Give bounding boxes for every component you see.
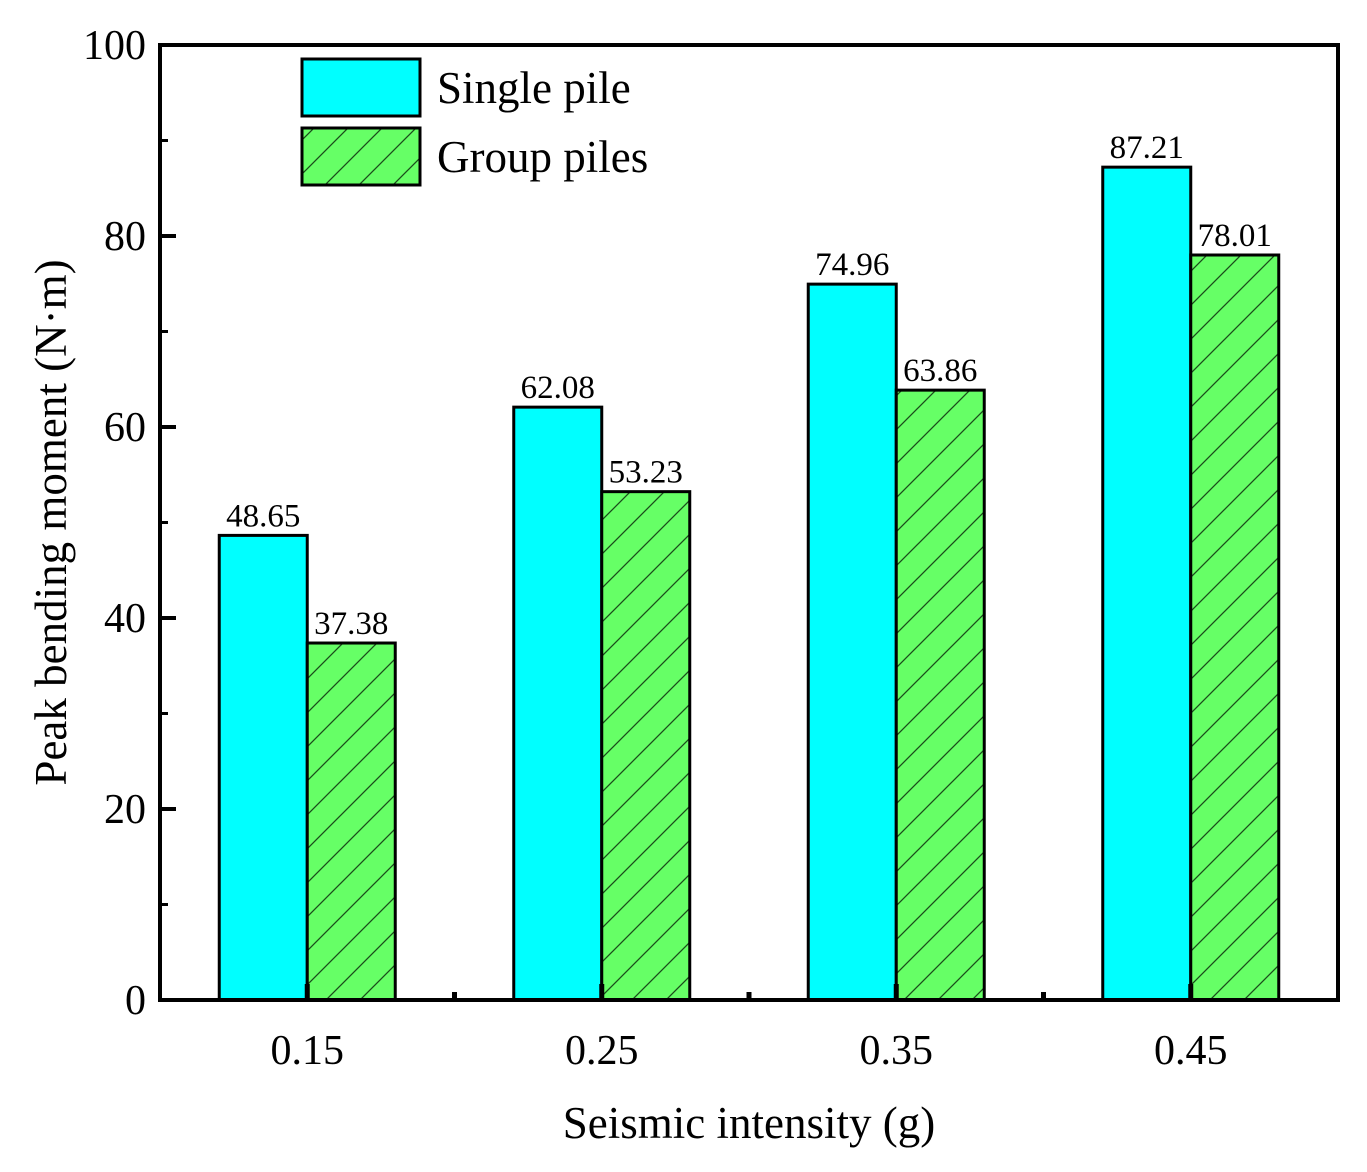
y-tick-label: 100	[83, 23, 146, 69]
legend: Single pile Group piles	[300, 57, 648, 187]
bar-group-piles-0-35	[894, 388, 986, 1002]
legend-label-group-piles: Group piles	[437, 132, 648, 182]
data-label-group-piles-0-35: 63.86	[903, 353, 977, 389]
y-tick-label: 40	[104, 596, 146, 642]
data-label-group-piles-0-45: 78.01	[1198, 218, 1272, 254]
bar-single-pile-0-35	[806, 282, 898, 1002]
y-tick-label: 80	[104, 214, 146, 260]
data-label-group-piles-0-15: 37.38	[314, 606, 388, 642]
bar-group-piles-0-45	[1189, 253, 1281, 1002]
bar-group-piles-0-15	[305, 641, 397, 1002]
bar-single-pile-0-15	[217, 533, 309, 1002]
y-tick-label: 60	[104, 405, 146, 451]
bar-single-pile-0-45	[1101, 165, 1193, 1002]
y-tick-label: 20	[104, 787, 146, 833]
x-tick-label-0-35: 0.35	[860, 1028, 934, 1074]
legend-swatch-single-pile	[300, 57, 422, 118]
x-tick-label-0-25: 0.25	[565, 1028, 639, 1074]
bar-group-piles-0-25	[600, 490, 692, 1002]
y-tick-label: 0	[125, 978, 146, 1024]
legend-label-single-pile: Single pile	[437, 63, 631, 113]
data-label-group-piles-0-25: 53.23	[609, 455, 683, 491]
legend-swatch-group-piles	[300, 126, 422, 187]
data-label-single-pile-0-45: 87.21	[1110, 130, 1184, 166]
x-tick-label-0-45: 0.45	[1154, 1028, 1228, 1074]
data-label-single-pile-0-25: 62.08	[521, 370, 595, 406]
x-axis-title: Seismic intensity (g)	[563, 1098, 935, 1148]
x-tick-label-0-15: 0.15	[271, 1028, 345, 1074]
bar-single-pile-0-25	[512, 405, 604, 1002]
data-label-single-pile-0-35: 74.96	[815, 247, 889, 283]
y-axis-title: Peak bending moment (N·m)	[26, 259, 76, 785]
data-label-single-pile-0-15: 48.65	[226, 498, 300, 534]
